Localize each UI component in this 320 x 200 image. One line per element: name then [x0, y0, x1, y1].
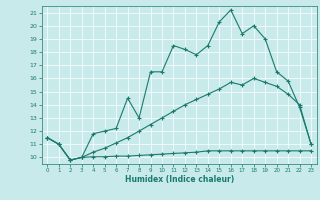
X-axis label: Humidex (Indice chaleur): Humidex (Indice chaleur) [124, 175, 234, 184]
